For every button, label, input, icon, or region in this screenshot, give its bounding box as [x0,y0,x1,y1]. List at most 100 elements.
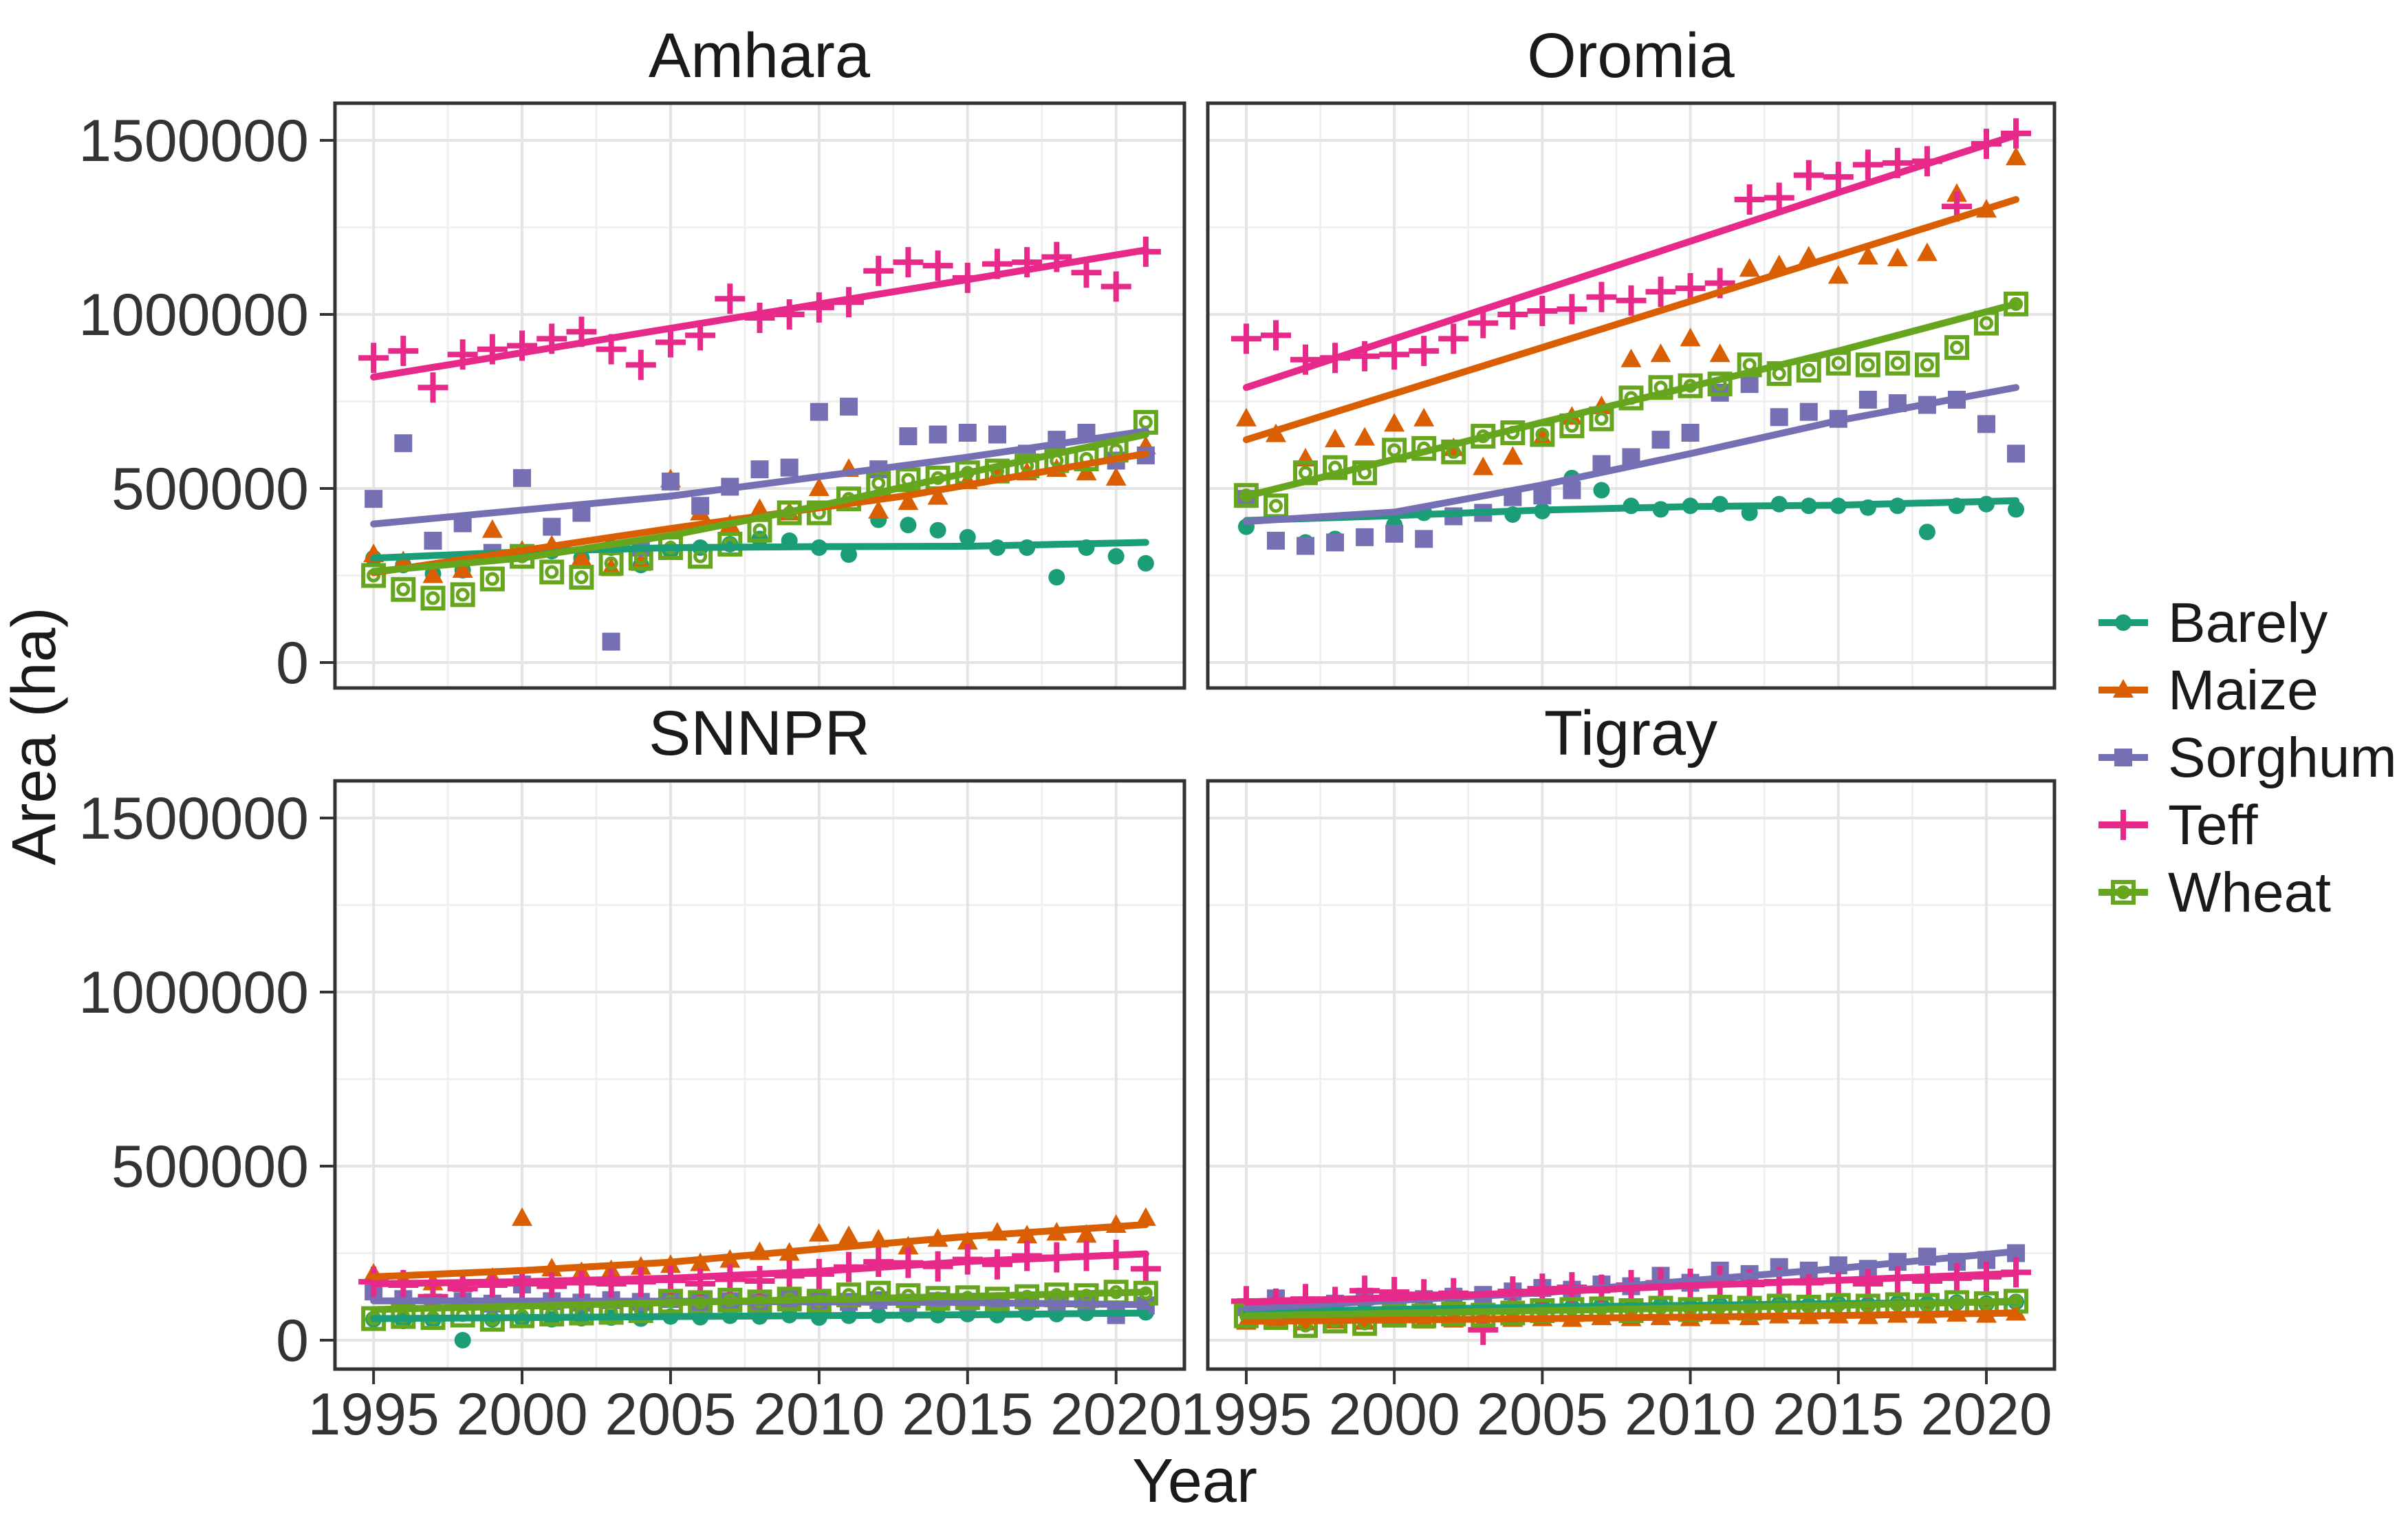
scatter-point-maize-oromia [1473,456,1494,475]
scatter-point-maize-snnpr [898,1236,919,1255]
trend-line-maize-snnpr [370,1221,1149,1280]
trend-line-teff-tigray [1242,1269,2020,1306]
scatter-point-barely-amhara [929,521,946,539]
scatter-point-sorghum-amhara [513,469,532,487]
scatter-point-wheat-amhara [752,523,767,537]
y-tick-label: 1500000 [78,786,309,852]
scatter-point-maize-amhara [481,519,503,538]
legend-label-sorghum: Sorghum [2168,727,2397,789]
scatter-point-wheat-amhara [420,585,446,611]
scatter-point-wheat-oromia [1831,356,1845,370]
scatter-point-teff-oromia [1734,184,1765,215]
scatter-point-maize-oromia [1413,407,1435,427]
scatter-point-wheat-amhara [1109,443,1123,458]
scatter-point-barely-oromia [1918,524,1935,541]
scatter-point-teff-oromia [1261,320,1291,351]
scatter-point-sorghum-amhara [750,460,769,479]
legend-key-marker-barely [2115,614,2132,631]
scatter-point-sorghum-amhara [780,458,799,477]
scatter-point-maize-amhara [927,486,948,505]
scatter-point-wheat-amhara [539,559,565,585]
scatter-point-maize-oromia [1650,343,1671,363]
scatter-point-wheat-amhara [391,577,416,602]
scatter-point-maize-oromia [1916,242,1938,261]
trend-line-maize-tigray [1242,1309,2020,1325]
scatter-point-maize-amhara [898,491,919,510]
scatter-point-maize-oromia [1532,427,1553,446]
scatter-point-maize-snnpr [1135,1207,1156,1226]
scatter-point-barely-snnpr [454,1332,471,1348]
scatter-point-wheat-amhara [361,563,387,588]
scatter-point-teff-oromia [1230,323,1261,354]
scatter-point-maize-oromia [1709,343,1731,363]
panel-border-amhara [333,101,1186,690]
scatter-point-sorghum-oromia [1266,531,1285,550]
scatter-point-teff-oromia [1852,149,1883,180]
facet-title-amhara: Amhara [649,21,871,91]
trend-line-wheat-amhara [370,431,1149,575]
trend-line-barely-snnpr [370,1309,1149,1322]
scatter-point-wheat-oromia [1594,411,1609,426]
legend-label-teff: Teff [2168,794,2258,857]
scatter-point-maize-snnpr [1076,1224,1097,1243]
trend-line-wheat-tigray [1242,1298,2020,1320]
scatter-point-sorghum-oromia [1415,530,1433,548]
scatter-point-sorghum-oromia [1563,481,1581,499]
scatter-point-teff-amhara [417,372,448,403]
scatter-point-wheat-oromia [1268,499,1283,513]
trend-line-sorghum-oromia [1242,384,2020,526]
scatter-point-teff-oromia [1793,160,1824,191]
scatter-point-maize-amhara [571,547,592,566]
scatter-point-maize-oromia [1325,429,1346,448]
scatter-point-teff-snnpr [981,1249,1012,1280]
trend-line-teff-oromia [1242,131,2020,391]
scatter-point-teff-oromia [1409,336,1440,367]
scatter-point-sorghum-oromia [1651,431,1670,449]
scatter-point-wheat-amhara [633,551,648,566]
trend-line-wheat-oromia [1242,300,2020,500]
scatter-point-barely-oromia [1593,482,1610,499]
scatter-point-wheat-amhara [693,549,708,563]
scatter-point-sorghum-amhara [840,398,858,416]
scatter-point-wheat-amhara [455,588,470,602]
scatter-point-barely-amhara [1107,548,1125,565]
scatter-point-wheat-amhara [426,591,440,605]
scatter-point-barely-amhara [900,517,917,534]
scatter-point-wheat-amhara [871,476,886,491]
scatter-point-wheat-oromia [1979,316,1994,330]
scatter-point-teff-oromia [1764,182,1794,213]
scatter-point-maize-oromia [1857,246,1878,265]
y-tick-label: 1000000 [78,282,309,348]
scatter-point-sorghum-oromia [1977,415,1996,433]
scatter-point-teff-tigray [1911,1265,1942,1296]
scatter-point-wheat-oromia [1855,352,1880,378]
x-tick-label: 2015 [902,1381,1033,1448]
scatter-point-wheat-oromia [1352,460,1378,486]
scatter-point-wheat-oromia [1944,335,1969,361]
y-tick-label: 0 [276,1308,309,1374]
scatter-point-sorghum-oromia [2007,444,2026,463]
scatter-point-sorghum-oromia [1770,408,1788,427]
scatter-point-maize-oromia [1620,348,1642,367]
scatter-point-sorghum-amhara [424,531,442,550]
scatter-point-maize-amhara [868,499,889,519]
scatter-point-sorghum-amhara [394,434,413,453]
scatter-point-maize-snnpr [957,1231,978,1250]
y-tick-label: 500000 [111,1134,309,1200]
panel-border-tigray [1206,779,2057,1371]
legend-key-marker-wheat [2116,885,2130,899]
scatter-point-maize-oromia [1384,413,1405,432]
scatter-point-teff-oromia [1616,285,1647,316]
scatter-point-teff-snnpr [596,1269,627,1300]
legend-label-wheat: Wheat [2168,861,2331,924]
trend-line-teff-amhara [370,246,1149,381]
scatter-point-sorghum-amhara [365,490,383,508]
scatter-point-teff-amhara [625,349,656,380]
scatter-point-sorghum-oromia [1385,524,1404,543]
scatter-point-maize-amhara [1105,466,1127,486]
facet-title-oromia: Oromia [1527,21,1735,91]
scatter-point-wheat-amhara [396,582,411,596]
scatter-point-wheat-oromia [1387,443,1402,458]
scatter-point-sorghum-oromia [1681,424,1700,442]
